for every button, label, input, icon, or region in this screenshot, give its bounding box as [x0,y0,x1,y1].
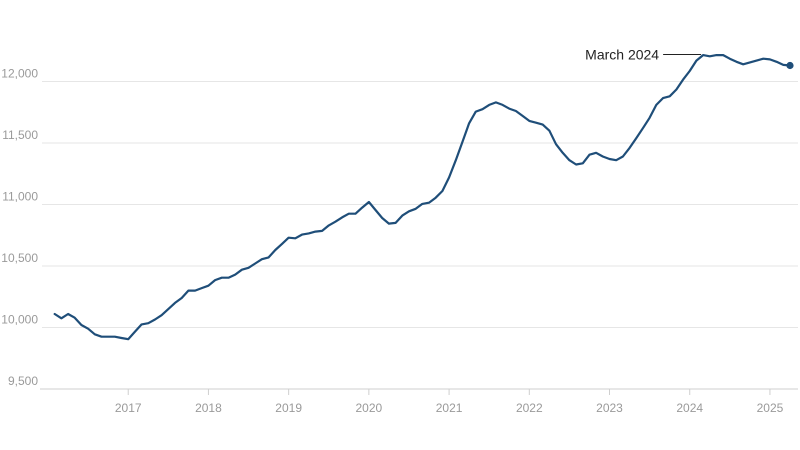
y-tick-label: 11,000 [2,190,38,204]
x-tick-label: 2020 [356,401,383,415]
x-tick-label: 2023 [596,401,623,415]
annotation-layer: March 2024 [585,47,702,63]
x-tick-label: 2022 [516,401,543,415]
x-tick-label: 2021 [436,401,463,415]
y-tick-label: 10,000 [1,313,38,327]
x-tick-label: 2019 [275,401,302,415]
series-layer [53,54,794,341]
x-tick-label: 2024 [676,401,703,415]
y-tick-label: 12,000 [1,67,38,81]
axis-layer: 9,500 10,000 10,500 11,000 11,500 12,000 2017 2… [1,67,783,416]
x-tick-label: 2018 [195,401,222,415]
y-tick-label: 11,500 [2,128,38,142]
series-line [53,54,792,341]
grid-layer [40,81,798,390]
latest-point-marker [786,61,794,70]
annotation-label: March 2024 [585,47,659,63]
y-tick-label: 9,500 [8,374,38,388]
x-tick-label: 2017 [115,401,142,415]
x-tick-label: 2025 [757,401,784,415]
y-tick-label: 10,500 [1,251,38,265]
